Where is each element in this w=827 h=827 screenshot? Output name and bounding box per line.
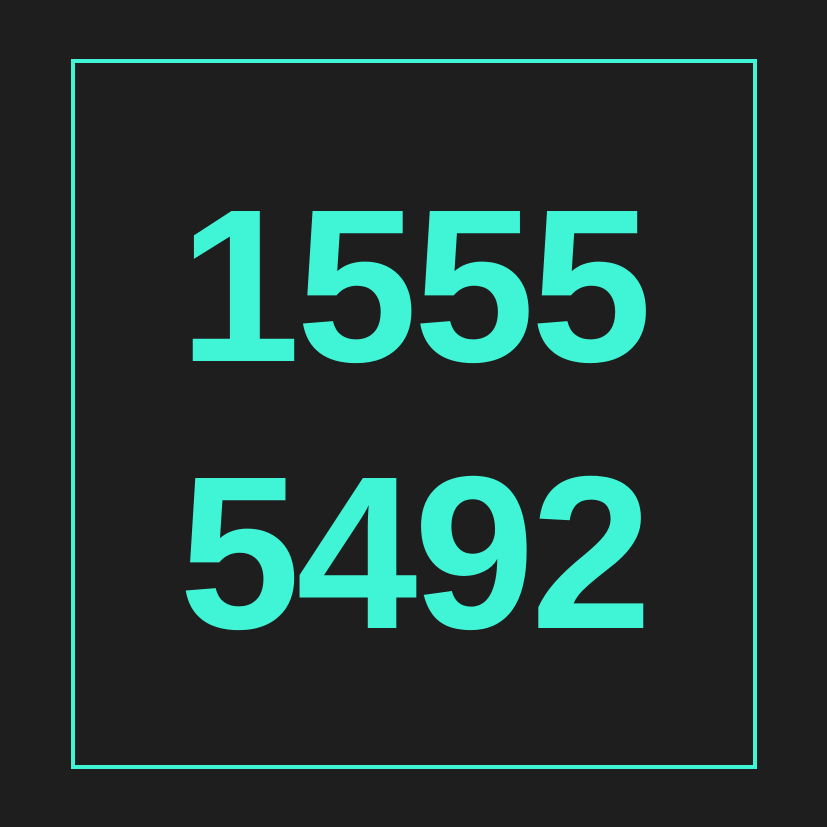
code-line-2: 5492 [179,432,652,675]
code-line-1: 1555 [179,165,652,408]
code-frame [71,59,757,769]
